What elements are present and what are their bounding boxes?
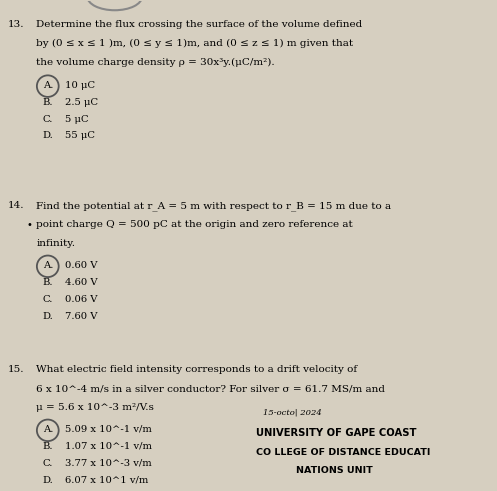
Text: 7.60 V: 7.60 V — [65, 312, 97, 321]
Text: infinity.: infinity. — [36, 239, 76, 248]
Text: C.: C. — [43, 459, 53, 468]
Text: 6 x 10^-4 m/s in a silver conductor? For silver σ = 61.7 MS/m and: 6 x 10^-4 m/s in a silver conductor? For… — [36, 384, 385, 393]
Text: CO LLEGE OF DISTANCE EDUCATI: CO LLEGE OF DISTANCE EDUCATI — [256, 448, 430, 457]
Text: 15.: 15. — [8, 365, 25, 375]
Text: μ = 5.6 x 10^-3 m²/V.s: μ = 5.6 x 10^-3 m²/V.s — [36, 403, 154, 412]
Text: UNIVERSITY OF GAPE COAST: UNIVERSITY OF GAPE COAST — [256, 428, 416, 438]
Text: NATIONS UNIT: NATIONS UNIT — [296, 466, 372, 475]
Text: A.: A. — [43, 81, 53, 90]
Text: the volume charge density ρ = 30x³y.(μC/m²).: the volume charge density ρ = 30x³y.(μC/… — [36, 58, 275, 67]
Text: B.: B. — [43, 278, 53, 287]
Text: 0.60 V: 0.60 V — [65, 261, 97, 270]
Text: 3.77 x 10^-3 v/m: 3.77 x 10^-3 v/m — [65, 459, 152, 468]
Text: C.: C. — [43, 114, 53, 124]
Text: by (0 ≤ x ≤ 1 )m, (0 ≤ y ≤ 1)m, and (0 ≤ z ≤ 1) m given that: by (0 ≤ x ≤ 1 )m, (0 ≤ y ≤ 1)m, and (0 ≤… — [36, 39, 353, 48]
Text: 5 μC: 5 μC — [65, 114, 89, 124]
Text: point charge Q = 500 pC at the origin and zero reference at: point charge Q = 500 pC at the origin an… — [36, 220, 353, 229]
Text: •: • — [26, 220, 32, 230]
Text: 14.: 14. — [8, 201, 25, 211]
Text: 10 μC: 10 μC — [65, 81, 95, 90]
Text: C.: C. — [43, 295, 53, 304]
Text: 1.07 x 10^-1 v/m: 1.07 x 10^-1 v/m — [65, 442, 152, 451]
Text: 13.: 13. — [8, 20, 25, 29]
Text: Find the potential at r_A = 5 m with respect to r_B = 15 m due to a: Find the potential at r_A = 5 m with res… — [36, 201, 392, 211]
Text: 6.07 x 10^1 v/m: 6.07 x 10^1 v/m — [65, 476, 149, 485]
Text: 0.06 V: 0.06 V — [65, 295, 97, 304]
Text: What electric field intensity corresponds to a drift velocity of: What electric field intensity correspond… — [36, 365, 357, 375]
Text: B.: B. — [43, 442, 53, 451]
Text: 15-octo| 2024: 15-octo| 2024 — [263, 409, 322, 416]
Text: 55 μC: 55 μC — [65, 132, 95, 140]
Text: 2.5 μC: 2.5 μC — [65, 98, 98, 107]
Text: D.: D. — [43, 312, 54, 321]
Text: A.: A. — [43, 261, 53, 270]
Text: Determine the flux crossing the surface of the volume defined: Determine the flux crossing the surface … — [36, 20, 363, 29]
Text: 4.60 V: 4.60 V — [65, 278, 98, 287]
Text: A.: A. — [43, 425, 53, 434]
Text: 5.09 x 10^-1 v/m: 5.09 x 10^-1 v/m — [65, 425, 152, 434]
Text: D.: D. — [43, 132, 54, 140]
Text: B.: B. — [43, 98, 53, 107]
Text: D.: D. — [43, 476, 54, 485]
